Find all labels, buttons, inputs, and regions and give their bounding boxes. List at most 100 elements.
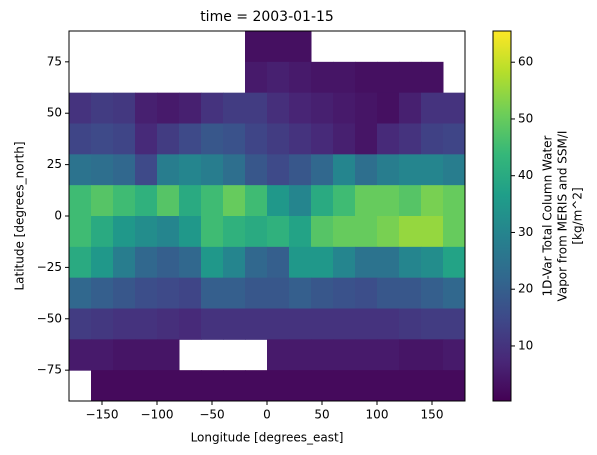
heat-cell [201, 246, 224, 279]
heat-cell [443, 308, 466, 340]
x-tick-label: −100 [141, 408, 174, 422]
heat-cell [201, 370, 224, 402]
x-axis-label: Longitude [degrees_east] [191, 431, 344, 445]
heat-cell [267, 185, 290, 217]
heat-cell [113, 92, 136, 124]
heat-cell [311, 61, 334, 94]
heat-cell [201, 154, 224, 186]
heat-cell [377, 92, 400, 124]
heat-cell [113, 123, 136, 155]
heat-cell [443, 92, 466, 124]
heat-cell [157, 370, 180, 402]
heat-cell [355, 339, 378, 371]
heat-cell [377, 61, 400, 94]
heat-cell [135, 370, 158, 402]
heat-cell [333, 277, 356, 309]
heat-cell [245, 31, 268, 63]
y-tick-label: −50 [37, 311, 62, 325]
heat-cell [333, 308, 356, 340]
heat-cell [399, 246, 422, 279]
heat-cell [179, 123, 202, 155]
heat-cell [333, 123, 356, 155]
heat-cell [311, 154, 334, 186]
heat-cell [421, 123, 444, 155]
heat-cell [157, 308, 180, 340]
heat-cell [223, 154, 246, 186]
x-tick-label: −150 [86, 408, 119, 422]
y-axis-label: Latitude [degrees_north] [13, 141, 27, 290]
heat-cell [421, 370, 444, 402]
y-tick-label: −75 [37, 363, 62, 377]
heat-cell [333, 61, 356, 94]
heat-cell [179, 154, 202, 186]
heat-cell [289, 61, 312, 94]
heat-cell [377, 370, 400, 402]
heat-cell [267, 339, 290, 371]
heat-cell [311, 370, 334, 402]
heat-cell [399, 308, 422, 340]
heat-cell [113, 339, 136, 371]
heat-cell [157, 246, 180, 279]
heat-cell [289, 123, 312, 155]
heat-cell [201, 216, 224, 248]
heat-cell [157, 216, 180, 248]
colorbar-label: Vapor from MERIS and SSM/I [556, 131, 570, 302]
heat-cell [135, 216, 158, 248]
heat-cell [69, 246, 92, 279]
heat-cell [157, 154, 180, 186]
heat-cell [179, 246, 202, 279]
heat-cell [91, 154, 114, 186]
heat-cell [355, 246, 378, 279]
heat-cell [135, 123, 158, 155]
heat-cell [289, 185, 312, 217]
x-tick-label: 100 [366, 408, 389, 422]
heat-cell [443, 216, 466, 248]
heat-cell [267, 370, 290, 402]
heat-cell [421, 216, 444, 248]
heat-cell [69, 123, 92, 155]
heat-cell [399, 277, 422, 309]
heat-cell [91, 339, 114, 371]
chart-title: time = 2003-01-15 [200, 9, 334, 25]
heat-cell [245, 370, 268, 402]
heat-cell [355, 92, 378, 124]
heat-cell [113, 308, 136, 340]
heat-cell [377, 185, 400, 217]
heat-cell [289, 92, 312, 124]
x-tick-label: 0 [263, 408, 271, 422]
heat-cell [135, 246, 158, 279]
heat-cell [289, 308, 312, 340]
heat-cell [421, 246, 444, 279]
heat-cell [355, 308, 378, 340]
heat-cell [179, 92, 202, 124]
colorbar [492, 30, 512, 402]
heat-cell [135, 154, 158, 186]
heat-cell [399, 92, 422, 124]
heat-cell [69, 154, 92, 186]
heat-cell [377, 154, 400, 186]
x-tick-label: −50 [199, 408, 224, 422]
heat-cell [91, 246, 114, 279]
heat-cell [245, 123, 268, 155]
heat-cell [91, 92, 114, 124]
heat-cell [289, 339, 312, 371]
heat-cell [135, 277, 158, 309]
heat-cell [157, 92, 180, 124]
heat-cell [421, 154, 444, 186]
heat-cell [377, 339, 400, 371]
heat-cell [421, 339, 444, 371]
heat-cell [377, 123, 400, 155]
heat-cell [113, 370, 136, 402]
heat-cell [377, 216, 400, 248]
heat-cell [311, 308, 334, 340]
heat-cell [179, 277, 202, 309]
heat-cell [289, 277, 312, 309]
heat-cell [223, 308, 246, 340]
heat-cell [91, 216, 114, 248]
heat-cell [443, 339, 466, 371]
heat-cell [179, 308, 202, 340]
heat-cell [223, 216, 246, 248]
heat-cell [333, 216, 356, 248]
heat-cell [245, 308, 268, 340]
